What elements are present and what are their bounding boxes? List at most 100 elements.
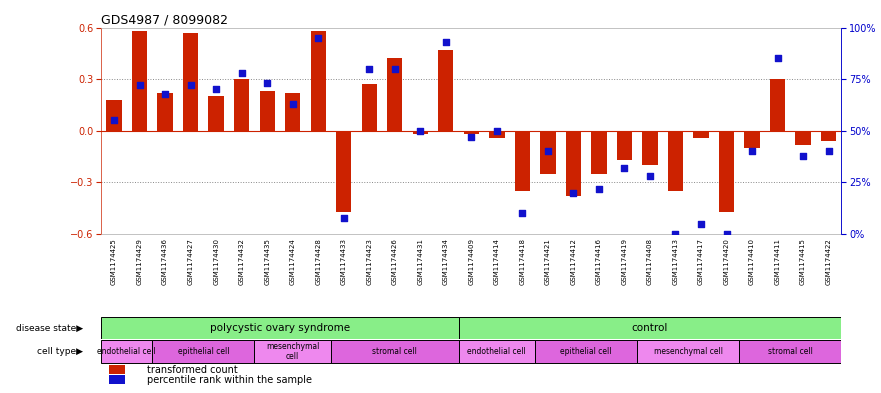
Bar	[463, 131, 479, 134]
Text: mesenchymal cell: mesenchymal cell	[654, 347, 722, 356]
Bar	[132, 31, 147, 131]
Point	[694, 220, 708, 227]
Text: control: control	[632, 323, 668, 333]
Bar	[331, 340, 459, 364]
Text: GSM1174418: GSM1174418	[520, 238, 525, 285]
Text: GSM1174431: GSM1174431	[418, 238, 423, 285]
Bar	[336, 131, 352, 212]
Bar	[459, 340, 535, 364]
Text: GSM1174424: GSM1174424	[290, 238, 296, 285]
Point	[209, 86, 223, 93]
Bar	[591, 131, 607, 174]
Bar	[668, 131, 683, 191]
Bar	[387, 59, 403, 131]
Text: stromal cell: stromal cell	[768, 347, 813, 356]
Text: GSM1174408: GSM1174408	[647, 238, 653, 285]
Bar	[438, 50, 454, 131]
Text: GSM1174423: GSM1174423	[366, 238, 373, 285]
Bar	[719, 131, 734, 212]
Text: GSM1174412: GSM1174412	[570, 238, 576, 285]
Text: epithelial cell: epithelial cell	[560, 347, 612, 356]
Text: GSM1174434: GSM1174434	[443, 238, 448, 285]
Text: GSM1174432: GSM1174432	[239, 238, 245, 285]
Bar	[821, 131, 836, 141]
Text: GSM1174430: GSM1174430	[213, 238, 219, 285]
Text: GSM1174429: GSM1174429	[137, 238, 143, 285]
Text: cell type▶: cell type▶	[37, 347, 83, 356]
Bar	[637, 340, 739, 364]
Text: GSM1174420: GSM1174420	[723, 238, 729, 285]
Bar	[535, 340, 637, 364]
Point	[490, 128, 504, 134]
Bar	[489, 131, 505, 138]
Point	[745, 148, 759, 154]
Point	[132, 82, 146, 88]
Text: GSM1174413: GSM1174413	[672, 238, 678, 285]
Point	[183, 82, 197, 88]
Point	[234, 70, 248, 76]
Text: GSM1174417: GSM1174417	[698, 238, 704, 285]
Bar	[739, 340, 841, 364]
Bar	[183, 33, 198, 131]
Bar	[412, 131, 428, 134]
Point	[566, 189, 581, 196]
Point	[592, 185, 606, 192]
Point	[439, 39, 453, 45]
Text: disease state▶: disease state▶	[16, 323, 83, 332]
Text: transformed count: transformed count	[147, 365, 238, 375]
Bar	[311, 31, 326, 131]
Text: GSM1174435: GSM1174435	[264, 238, 270, 285]
Text: GSM1174427: GSM1174427	[188, 238, 194, 285]
Bar	[108, 365, 125, 374]
Bar	[693, 131, 708, 138]
Text: GSM1174422: GSM1174422	[825, 238, 832, 285]
Text: GSM1174411: GSM1174411	[774, 238, 781, 285]
Text: endothelial cell: endothelial cell	[98, 347, 156, 356]
Point	[541, 148, 555, 154]
Text: GSM1174428: GSM1174428	[315, 238, 322, 285]
Text: mesenchymal
cell: mesenchymal cell	[266, 342, 320, 361]
Bar	[459, 317, 841, 339]
Bar	[209, 96, 224, 131]
Bar	[361, 84, 377, 131]
Text: GDS4987 / 8099082: GDS4987 / 8099082	[101, 13, 228, 26]
Bar	[642, 131, 657, 165]
Point	[618, 165, 632, 171]
Text: GSM1174415: GSM1174415	[800, 238, 806, 285]
Point	[413, 128, 427, 134]
Text: endothelial cell: endothelial cell	[468, 347, 526, 356]
Point	[669, 231, 683, 237]
Text: GSM1174409: GSM1174409	[469, 238, 474, 285]
Bar	[101, 317, 459, 339]
Text: polycystic ovary syndrome: polycystic ovary syndrome	[210, 323, 350, 333]
Bar	[566, 131, 581, 196]
Point	[771, 55, 785, 62]
Bar	[617, 131, 632, 160]
Bar	[770, 79, 785, 131]
Text: GSM1174414: GSM1174414	[494, 238, 500, 285]
Point	[720, 231, 734, 237]
Point	[822, 148, 836, 154]
Text: GSM1174433: GSM1174433	[341, 238, 347, 285]
Point	[107, 118, 121, 124]
Bar	[260, 91, 275, 131]
Text: GSM1174425: GSM1174425	[111, 238, 117, 285]
Text: GSM1174436: GSM1174436	[162, 238, 168, 285]
Point	[388, 66, 402, 72]
Bar	[101, 340, 152, 364]
Bar	[158, 93, 173, 131]
Text: GSM1174410: GSM1174410	[749, 238, 755, 285]
Text: GSM1174421: GSM1174421	[544, 238, 551, 285]
Bar	[152, 340, 255, 364]
Point	[285, 101, 300, 107]
Point	[515, 210, 529, 217]
Text: stromal cell: stromal cell	[373, 347, 418, 356]
Text: GSM1174426: GSM1174426	[392, 238, 398, 285]
Point	[362, 66, 376, 72]
Bar	[108, 375, 125, 384]
Text: GSM1174419: GSM1174419	[621, 238, 627, 285]
Point	[464, 134, 478, 140]
Point	[337, 215, 351, 221]
Bar	[540, 131, 556, 174]
Point	[643, 173, 657, 179]
